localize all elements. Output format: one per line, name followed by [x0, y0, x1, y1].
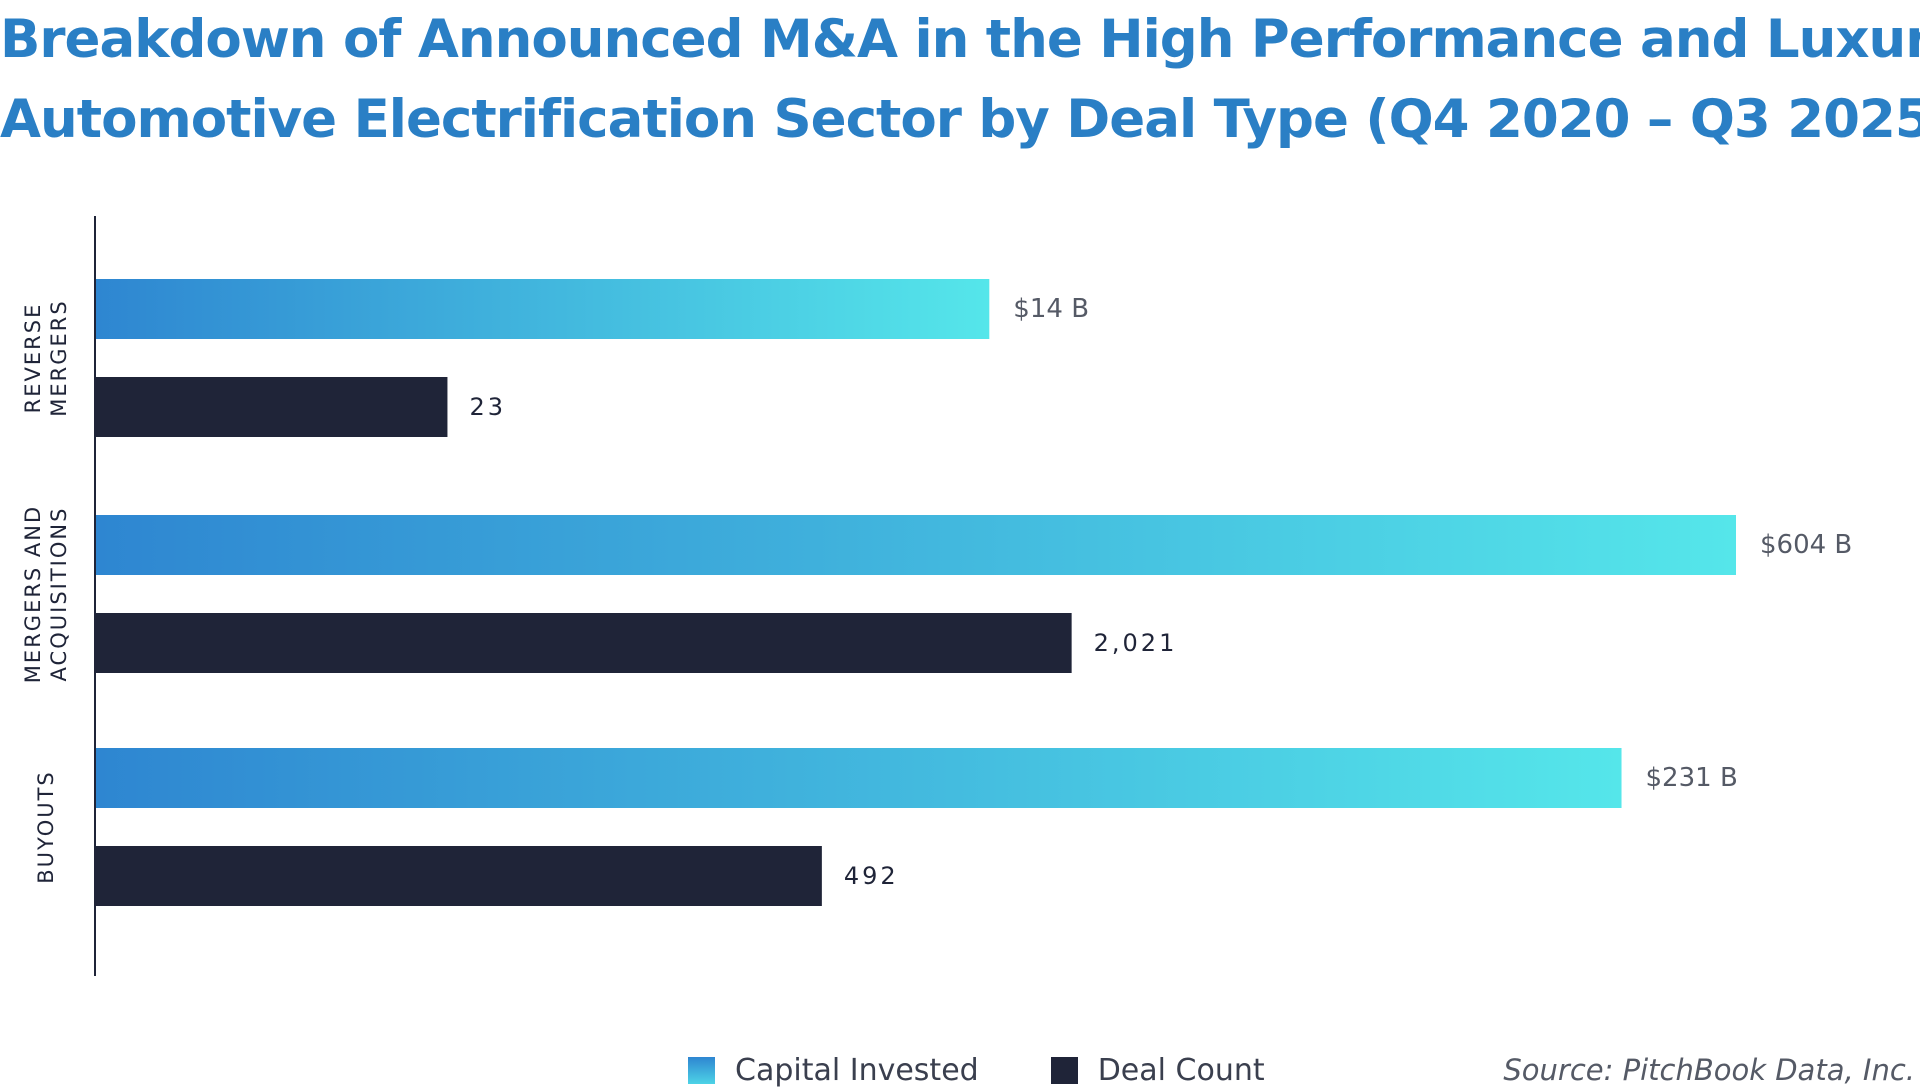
data-label-capital-invested-mergers-and-acquisitions: $604 B	[1760, 530, 1852, 560]
bar-deal-count-buyouts	[96, 846, 822, 906]
legend: Capital Invested Deal Count	[688, 1052, 1337, 1088]
category-label-line: MERGERS	[47, 299, 71, 416]
category-label-line: BUYOUTS	[34, 770, 58, 884]
chart-title: Breakdown of Announced M&A in the High P…	[0, 0, 1920, 160]
bar-capital-invested-reverse-mergers	[96, 279, 990, 339]
bar-deal-count-reverse-mergers	[96, 377, 448, 437]
legend-swatch-capital-invested	[688, 1056, 715, 1084]
legend-label-capital-invested: Capital Invested	[735, 1052, 979, 1088]
legend-item-capital-invested: Capital Invested	[688, 1053, 979, 1088]
category-label-line: REVERSE	[21, 303, 45, 414]
data-label-capital-invested-buyouts: $231 B	[1646, 763, 1738, 793]
bar-capital-invested-mergers-and-acquisitions	[96, 515, 1736, 575]
category-label-mergers-and-acquisitions: MERGERS AND ACQUISITIONS	[21, 505, 71, 683]
legend-item-deal-count: Deal Count	[1050, 1052, 1265, 1088]
legend-swatch-deal-count	[1050, 1056, 1078, 1084]
category-label-reverse-mergers: REVERSE MERGERS	[21, 299, 71, 416]
category-label-buyouts: BUYOUTS	[34, 770, 58, 884]
legend-label-deal-count: Deal Count	[1097, 1052, 1265, 1088]
category-label-line: MERGERS AND	[21, 505, 45, 683]
category-label-line: ACQUISITIONS	[47, 507, 71, 682]
data-label-deal-count-mergers-and-acquisitions: 2,021	[1094, 629, 1178, 657]
data-label-capital-invested-reverse-mergers: $14 B	[1013, 294, 1089, 324]
data-label-deal-count-buyouts: 492	[844, 862, 899, 890]
source-note: Source: PitchBook Data, Inc.	[1503, 1053, 1915, 1087]
bar-capital-invested-buyouts	[96, 748, 1622, 808]
bar-deal-count-mergers-and-acquisitions	[96, 613, 1072, 673]
chart-title-line-1: Breakdown of Announced M&A in the High P…	[0, 9, 1920, 70]
data-label-deal-count-reverse-mergers: 23	[469, 393, 506, 421]
chart-title-line-2: Automotive Electrification Sector by Dea…	[0, 89, 1920, 150]
